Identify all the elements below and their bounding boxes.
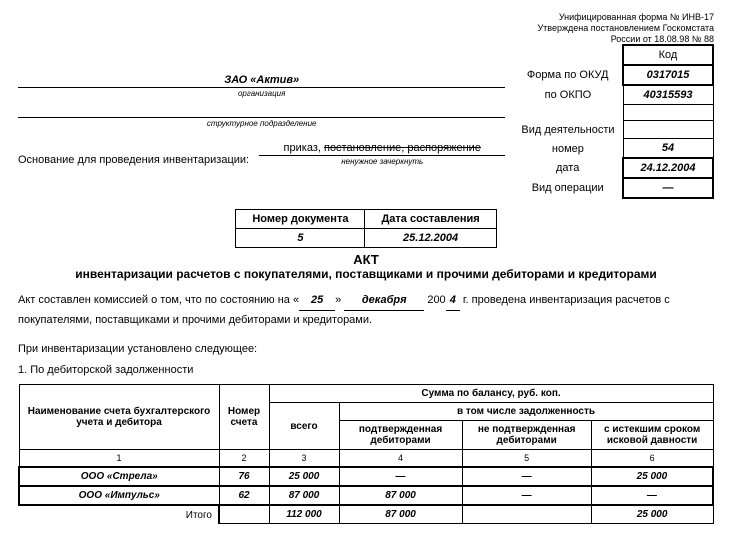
- code-value: 40315593: [623, 85, 713, 105]
- subdivision-field: структурное подразделение: [18, 104, 505, 128]
- colnum: 2: [219, 450, 269, 468]
- date-month: декабря: [344, 291, 424, 311]
- table-footer: Итого 112 000 87 000 25 000: [19, 505, 713, 524]
- th-unconf: не подтвержденная дебиторами: [462, 421, 591, 450]
- code-value: —: [623, 178, 713, 198]
- note-line: Утверждена постановлением Госкомстата: [18, 23, 714, 34]
- colnum: 1: [19, 450, 219, 468]
- basis-value: приказ, постановление, распоряжение: [259, 142, 505, 156]
- organization-caption: организация: [18, 89, 505, 98]
- codes-header: Код: [623, 45, 713, 65]
- code-label: Вид операции: [513, 178, 623, 198]
- code-value: 24.12.2004: [623, 158, 713, 178]
- basis-row: Основание для проведения инвентаризации:…: [18, 142, 505, 166]
- basis-caption: ненужное зачеркнуть: [259, 157, 505, 166]
- table-row: ООО «Импульс» 62 87 000 87 000 — —: [19, 486, 713, 505]
- basis-label: Основание для проведения инвентаризации:: [18, 154, 249, 166]
- code-label: Вид деятельности: [513, 121, 623, 139]
- colnum: 3: [269, 450, 339, 468]
- th-incl: в том числе задолженность: [339, 403, 713, 421]
- code-label: дата: [513, 158, 623, 178]
- codes-table: Код Форма по ОКУД0317015 по ОКПО40315593…: [513, 44, 714, 199]
- organization-value: ЗАО «Актив»: [18, 74, 505, 88]
- date-day: 25: [299, 291, 335, 311]
- code-label: [513, 105, 623, 121]
- akt-subtitle: инвентаризации расчетов с покупателями, …: [18, 267, 714, 281]
- form-approval-note: Унифицированная форма № ИНВ-17 Утвержден…: [18, 12, 714, 44]
- code-value: [623, 121, 713, 139]
- th-total: всего: [269, 403, 339, 450]
- date-year: 4: [446, 291, 460, 311]
- code-label: Форма по ОКУД: [513, 65, 623, 85]
- th-name: Наименование счета бухгалтерского учета …: [19, 385, 219, 450]
- code-value: 54: [623, 139, 713, 159]
- table-row: ООО «Стрела» 76 25 000 — — 25 000: [19, 467, 713, 486]
- th-num: Номер счета: [219, 385, 269, 450]
- note-line: Унифицированная форма № ИНВ-17: [18, 12, 714, 23]
- code-value: 0317015: [623, 65, 713, 85]
- found-heading: При инвентаризации установлено следующее…: [18, 340, 714, 359]
- th-sum: Сумма по балансу, руб. коп.: [269, 385, 713, 403]
- intro-paragraph: Акт составлен комиссией о том, что по со…: [18, 291, 714, 329]
- mini-value: 25.12.2004: [365, 229, 496, 248]
- mini-value: 5: [236, 229, 365, 248]
- note-line: России от 18.08.98 № 88: [18, 34, 714, 45]
- th-exp: с истекшим сроком исковой давности: [591, 421, 713, 450]
- th-conf: подтвержденная дебиторами: [339, 421, 462, 450]
- colnum: 4: [339, 450, 462, 468]
- code-label: по ОКПО: [513, 85, 623, 105]
- code-label: номер: [513, 139, 623, 159]
- code-value: [623, 105, 713, 121]
- section-1-heading: 1. По дебиторской задолженности: [18, 364, 714, 376]
- receivables-table: Наименование счета бухгалтерского учета …: [18, 384, 714, 524]
- subdivision-caption: структурное подразделение: [18, 119, 505, 128]
- doc-number-date-table: Номер документа Дата составления 5 25.12…: [235, 209, 496, 248]
- mini-header: Номер документа: [236, 210, 365, 229]
- colnum: 5: [462, 450, 591, 468]
- mini-header: Дата составления: [365, 210, 496, 229]
- organization-field: ЗАО «Актив» организация: [18, 74, 505, 98]
- akt-title: АКТ: [18, 252, 714, 267]
- subdivision-value: [18, 104, 505, 118]
- colnum: 6: [591, 450, 713, 468]
